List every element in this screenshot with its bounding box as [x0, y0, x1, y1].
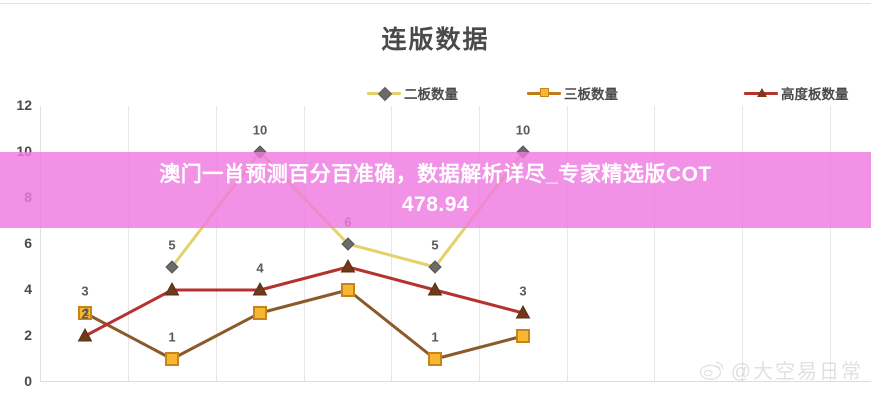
legend-label-gaodu: 高度板数量 — [781, 87, 849, 102]
data-label: 1 — [431, 329, 439, 345]
legend-label-sanban: 三板数量 — [564, 87, 618, 102]
y-axis-tick-2: 2 — [24, 327, 32, 343]
promo-line-1: 澳门一肖预测百分百准确，数据解析详尽_专家精选版COT — [159, 163, 712, 187]
legend-item-erban[interactable]: 二板数量 — [367, 82, 458, 104]
chart-title: 连版数据 — [381, 26, 490, 54]
data-series — [77, 145, 531, 366]
legend-marker-triangle-icon — [744, 87, 778, 99]
legend-item-sanban[interactable]: 三板数量 — [527, 82, 618, 104]
promo-banner-background — [0, 152, 871, 228]
y-axis-line — [40, 106, 41, 382]
y-axis-tick-0: 0 — [24, 373, 32, 389]
legend-marker-diamond-icon — [367, 86, 401, 102]
watermark: @大空易日常 — [699, 355, 863, 384]
promo-line-2: 478.94 — [401, 193, 470, 216]
y-axis-tick-4: 4 — [24, 281, 32, 297]
data-label: 10 — [252, 122, 268, 138]
y-axis-tick-12: 12 — [16, 97, 32, 113]
data-label: 2 — [81, 306, 89, 322]
promo-banner-text: 澳门一肖预测百分百准确，数据解析详尽_专家精选版COT 478.94 — [0, 152, 871, 228]
data-label: 3 — [519, 283, 527, 299]
top-divider — [0, 3, 871, 4]
data-label: 2 — [82, 307, 90, 319]
plot-grid — [40, 106, 871, 382]
data-label: 5 — [168, 237, 176, 253]
legend-marker-square-icon — [527, 87, 561, 99]
y-axis-tick-6: 6 — [24, 235, 32, 251]
weibo-icon — [699, 361, 724, 380]
data-label: 4 — [256, 260, 264, 276]
data-label: 5 — [431, 237, 439, 253]
watermark-handle: @大空易日常 — [730, 361, 863, 383]
legend-item-gaodu[interactable]: 高度板数量 — [744, 82, 849, 104]
legend-label-erban: 二板数量 — [404, 87, 458, 102]
chart-legend: 二板数量 三板数量 高度板数量 — [0, 82, 871, 104]
data-label: 3 — [81, 283, 89, 299]
data-label: 1 — [168, 329, 176, 345]
data-label: 10 — [515, 122, 531, 138]
